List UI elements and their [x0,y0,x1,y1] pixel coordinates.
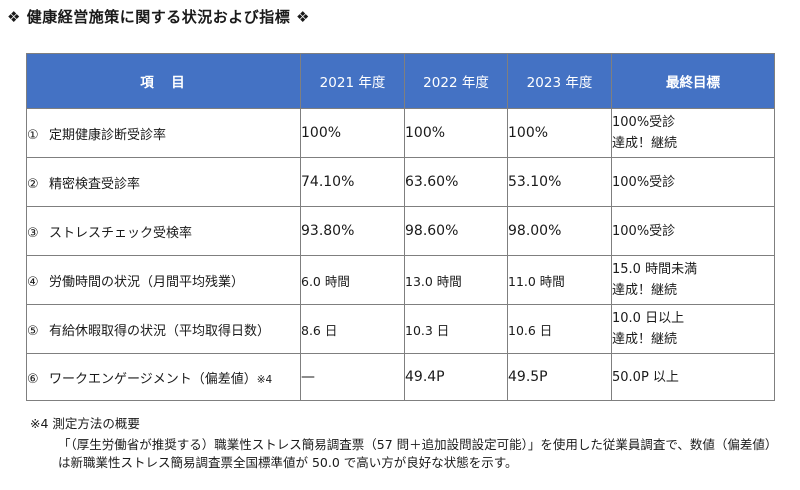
column-header-2023: 2023 年度 [507,53,612,109]
row-item-cell: ① 定期健康診断受診率 [26,108,301,158]
value-2021: 74.10% [300,157,405,207]
footnote-line-1: 「（厚生労働省が推奨する）職業性ストレス簡易調査票（57 問＋追加設問設定可能）… [58,437,778,452]
value-2023: 98.00% [507,206,612,256]
row-label: 労働時間の状況（月間平均残業） [49,274,245,290]
footnote: ※4 測定方法の概要 「（厚生労働省が推奨する）職業性ストレス簡易調査票（57 … [30,415,777,472]
table-row: ③ ストレスチェック受検率 93.80% 98.60% 98.00% 100%受診 [26,206,775,256]
row-label: 有給休暇取得の状況（平均取得日数） [49,323,271,339]
goal-line-1: 100%受診 [612,223,676,239]
value-2023: 53.10% [507,157,612,207]
value-2023: 11.0 時間 [507,255,612,305]
value-2021: 8.6 日 [300,304,405,354]
goal-line-1: 15.0 時間未満 [612,262,698,277]
footnote-title: ※4 測定方法の概要 [30,416,140,431]
goal-cell: 100%受診 [611,206,775,256]
column-header-item: 項 目 [26,53,301,109]
row-item-cell: ④ 労働時間の状況（月間平均残業） [26,255,301,305]
value-2021: 6.0 時間 [300,255,405,305]
row-item-cell: ⑥ ワークエンゲージメント（偏差値）※4 [26,353,301,401]
goal-line-2: 達成！継続 [612,332,678,347]
row-label: ストレスチェック受検率 [49,225,193,241]
value-2023: 10.6 日 [507,304,612,354]
row-number: ① [27,127,39,143]
goal-cell: 15.0 時間未満 達成！継続 [611,255,775,305]
goal-line-2: 達成！継続 [612,136,678,151]
column-header-2021: 2021 年度 [300,53,405,109]
table-row: ④ 労働時間の状況（月間平均残業） 6.0 時間 13.0 時間 11.0 時間 … [26,255,775,305]
table-row: ⑤ 有給休暇取得の状況（平均取得日数） 8.6 日 10.3 日 10.6 日 1… [26,304,775,354]
goal-line-1: 10.0 日以上 [612,311,685,326]
diamond-bullet-icon: ❖ [295,8,310,26]
goal-cell: 100%受診 [611,157,775,207]
table-header-row: 項 目 2021 年度 2022 年度 2023 年度 最終目標 [26,53,775,109]
diamond-bullet-icon: ❖ [7,8,21,26]
row-number: ⑥ [27,371,39,387]
goal-line-1: 50.0P 以上 [612,369,679,385]
value-2022: 98.60% [404,206,508,256]
value-2023: 49.5P [507,353,612,401]
column-header-goal: 最終目標 [611,53,775,109]
row-label: 定期健康診断受診率 [49,127,167,143]
row-item-cell: ③ ストレスチェック受検率 [26,206,301,256]
row-number: ④ [27,274,39,290]
row-label: 精密検査受診率 [49,176,141,192]
row-number: ③ [27,225,39,241]
column-header-2022: 2022 年度 [404,53,508,109]
goal-cell: 10.0 日以上 達成！継続 [611,304,775,354]
footnote-ref: ※4 [256,373,273,386]
row-number: ⑤ [27,323,39,339]
value-2022: 100% [404,108,508,158]
table-row: ⑥ ワークエンゲージメント（偏差値）※4 — 49.4P 49.5P 50.0P … [26,353,775,401]
row-label: ワークエンゲージメント（偏差値） [49,371,257,387]
row-number: ② [27,176,39,192]
value-2023: 100% [507,108,612,158]
goal-line-1: 100%受診 [612,115,676,130]
table-row: ① 定期健康診断受診率 100% 100% 100% 100%受診 達成！継続 [26,108,775,158]
page-title-text: 健康経営施策に関する状況および指標 [26,8,291,26]
health-status-table: 項 目 2021 年度 2022 年度 2023 年度 最終目標 ① 定期健康診断… [26,53,775,401]
footnote-body: 「（厚生労働省が推奨する）職業性ストレス簡易調査票（57 問＋追加設問設定可能）… [30,436,777,472]
goal-cell: 100%受診 達成！継続 [611,108,775,158]
value-2021: 93.80% [300,206,405,256]
value-2022: 10.3 日 [404,304,508,354]
row-item-cell: ② 精密検査受診率 [26,157,301,207]
footnote-line-2: は新職業性ストレス簡易調査票全国標準値が 50.0 で高い方が良好な状態を示す。 [58,455,518,470]
value-2022: 13.0 時間 [404,255,508,305]
goal-line-1: 100%受診 [612,174,676,190]
goal-cell: 50.0P 以上 [611,353,775,401]
goal-line-2: 達成！継続 [612,283,678,298]
value-2021: 100% [300,108,405,158]
value-2022: 49.4P [404,353,508,401]
value-2021: — [300,353,405,401]
page-title: ❖ 健康経営施策に関する状況および指標 ❖ [7,6,310,27]
value-2022: 63.60% [404,157,508,207]
table-row: ② 精密検査受診率 74.10% 63.60% 53.10% 100%受診 [26,157,775,207]
row-item-cell: ⑤ 有給休暇取得の状況（平均取得日数） [26,304,301,354]
